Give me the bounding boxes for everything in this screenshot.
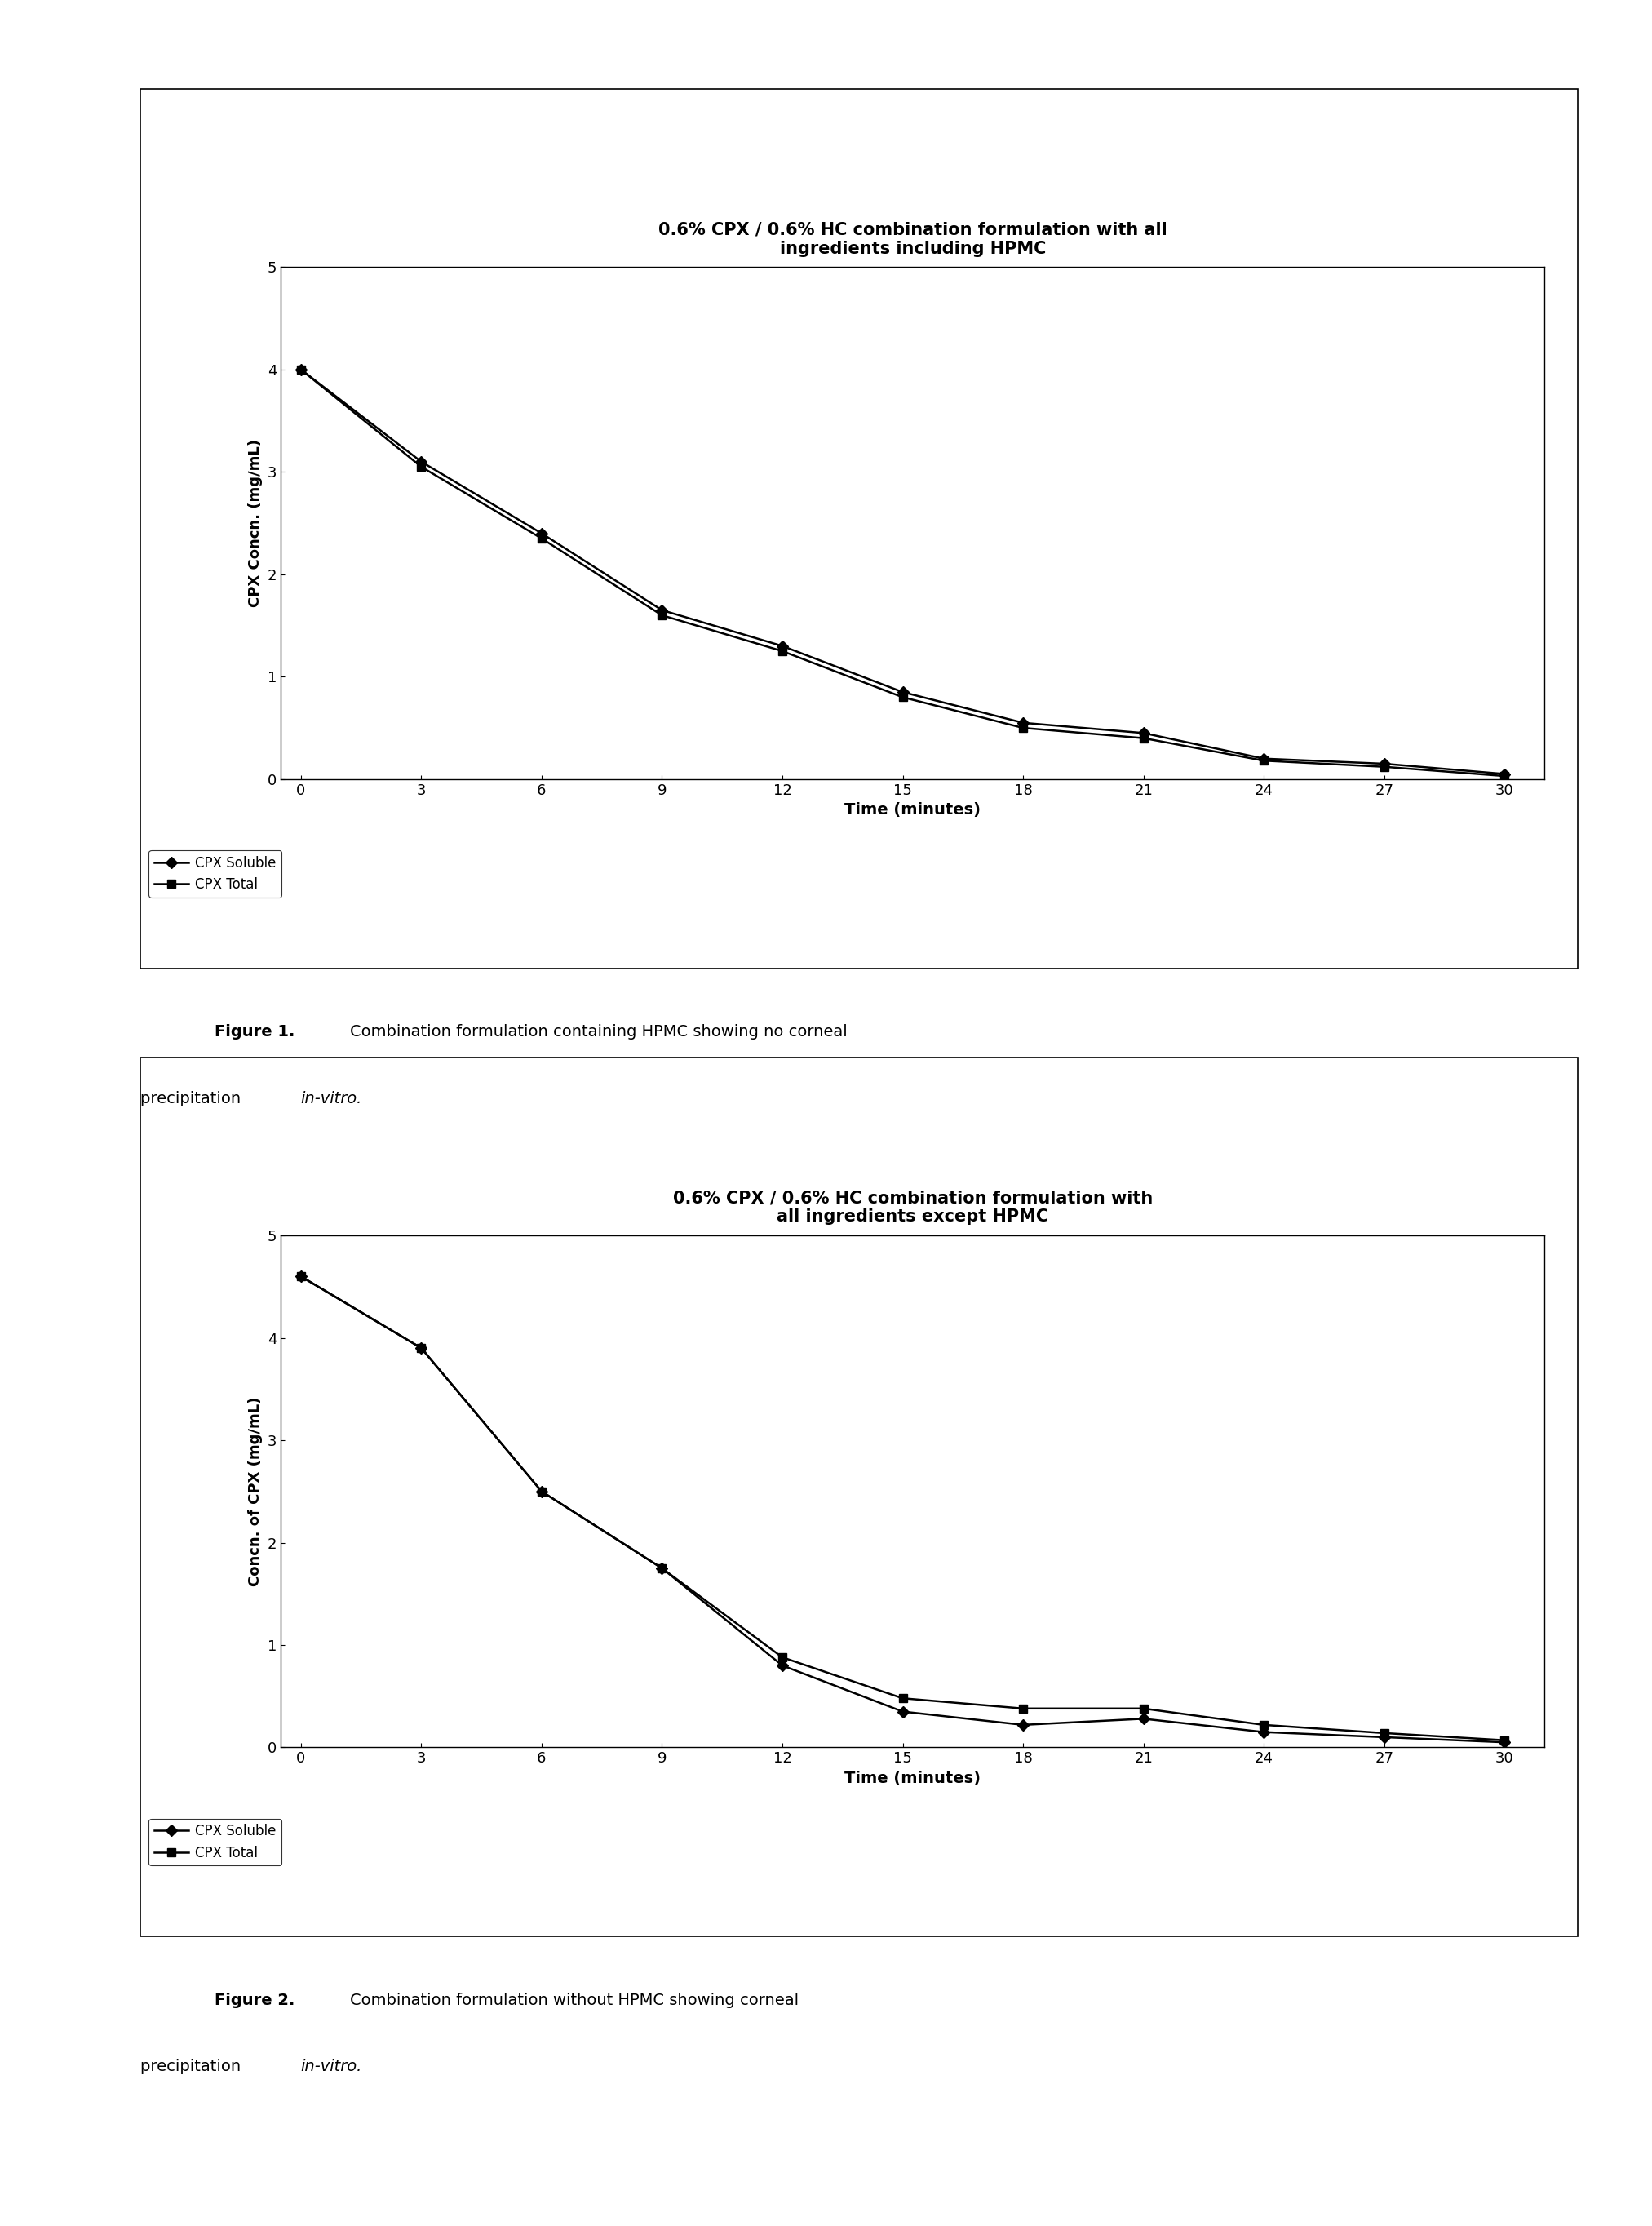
- Line: CPX Total: CPX Total: [297, 365, 1508, 779]
- Text: Combination formulation containing HPMC showing no corneal: Combination formulation containing HPMC …: [350, 1024, 847, 1040]
- Legend: CPX Soluble, CPX Total: CPX Soluble, CPX Total: [149, 1819, 281, 1865]
- CPX Soluble: [1013, 1712, 1032, 1739]
- CPX Soluble: [1374, 1723, 1394, 1750]
- CPX Total: [411, 454, 431, 481]
- CPX Total: [653, 1554, 672, 1580]
- CPX Total: [1495, 1727, 1515, 1754]
- CPX Soluble: [1495, 1730, 1515, 1756]
- CPX Soluble: [411, 1336, 431, 1362]
- Text: in-vitro.: in-vitro.: [301, 1091, 362, 1106]
- CPX Soluble: [1374, 750, 1394, 777]
- CPX Total: [411, 1336, 431, 1362]
- Line: CPX Soluble: CPX Soluble: [297, 365, 1508, 777]
- CPX Soluble: [653, 597, 672, 623]
- CPX Total: [773, 637, 793, 663]
- CPX Soluble: [1254, 1718, 1274, 1745]
- CPX Total: [1013, 1696, 1032, 1723]
- CPX Soluble: [1254, 746, 1274, 772]
- CPX Total: [291, 1262, 311, 1289]
- Text: precipitation: precipitation: [140, 1091, 246, 1106]
- CPX Soluble: [773, 632, 793, 659]
- CPX Total: [653, 601, 672, 628]
- CPX Total: [532, 525, 552, 552]
- CPX Total: [892, 683, 912, 710]
- Title: 0.6% CPX / 0.6% HC combination formulation with
all ingredients except HPMC: 0.6% CPX / 0.6% HC combination formulati…: [672, 1191, 1153, 1224]
- CPX Soluble: [532, 521, 552, 548]
- X-axis label: Time (minutes): Time (minutes): [844, 1770, 981, 1785]
- CPX Total: [1133, 726, 1153, 752]
- CPX Soluble: [291, 1262, 311, 1289]
- CPX Soluble: [1133, 719, 1153, 746]
- Text: Figure 2.: Figure 2.: [215, 1992, 296, 2008]
- CPX Soluble: [291, 356, 311, 383]
- Y-axis label: CPX Concn. (mg/mL): CPX Concn. (mg/mL): [248, 439, 263, 608]
- CPX Total: [1133, 1696, 1153, 1723]
- CPX Total: [892, 1685, 912, 1712]
- CPX Total: [1374, 1721, 1394, 1747]
- CPX Soluble: [892, 679, 912, 706]
- Line: CPX Soluble: CPX Soluble: [297, 1273, 1508, 1745]
- Text: Figure 1.: Figure 1.: [215, 1024, 296, 1040]
- CPX Soluble: [773, 1652, 793, 1678]
- Title: 0.6% CPX / 0.6% HC combination formulation with all
ingredients including HPMC: 0.6% CPX / 0.6% HC combination formulati…: [657, 223, 1168, 256]
- Y-axis label: Concn. of CPX (mg/mL): Concn. of CPX (mg/mL): [248, 1396, 263, 1587]
- Text: in-vitro.: in-vitro.: [301, 2059, 362, 2075]
- X-axis label: Time (minutes): Time (minutes): [844, 801, 981, 817]
- Legend: CPX Soluble, CPX Total: CPX Soluble, CPX Total: [149, 850, 281, 897]
- CPX Soluble: [892, 1698, 912, 1725]
- Line: CPX Total: CPX Total: [297, 1273, 1508, 1745]
- CPX Soluble: [1013, 710, 1032, 737]
- CPX Soluble: [1495, 761, 1515, 788]
- CPX Total: [1254, 1712, 1274, 1739]
- Text: precipitation: precipitation: [140, 2059, 246, 2075]
- CPX Total: [1374, 752, 1394, 779]
- CPX Soluble: [411, 447, 431, 474]
- Text: Combination formulation without HPMC showing corneal: Combination formulation without HPMC sho…: [350, 1992, 800, 2008]
- CPX Total: [1013, 715, 1032, 741]
- CPX Total: [773, 1645, 793, 1672]
- CPX Total: [1495, 764, 1515, 790]
- CPX Soluble: [1133, 1705, 1153, 1732]
- CPX Soluble: [653, 1554, 672, 1580]
- CPX Soluble: [532, 1478, 552, 1505]
- CPX Total: [1254, 748, 1274, 775]
- CPX Total: [532, 1478, 552, 1505]
- CPX Total: [291, 356, 311, 383]
